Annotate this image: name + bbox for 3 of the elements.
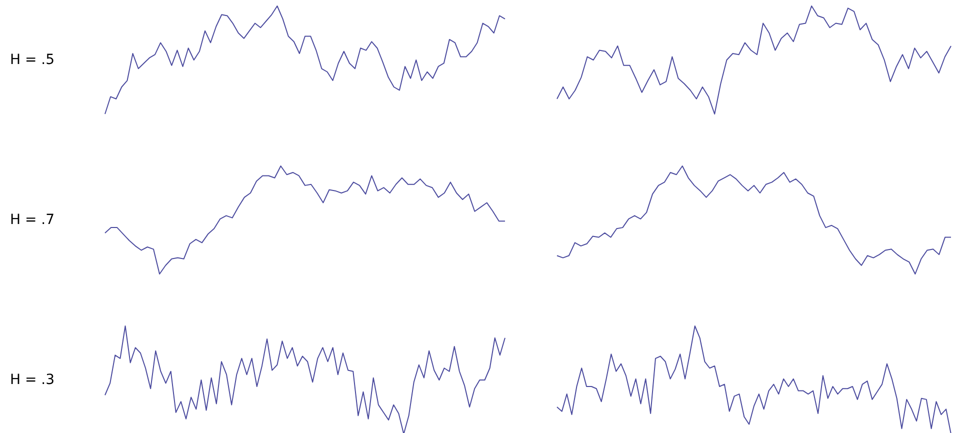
y-axis-title: H = .7 [10, 212, 55, 228]
y-axis-title: H = .5 [10, 52, 55, 68]
y-axis-title: H = .3 [10, 372, 55, 388]
